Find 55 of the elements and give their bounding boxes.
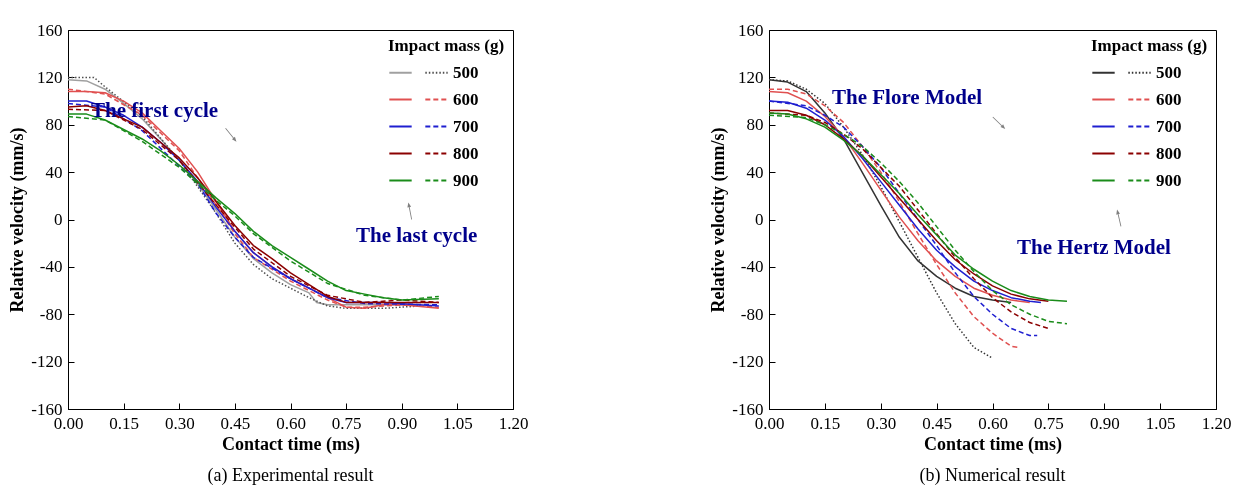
legend-label: 500 xyxy=(1156,62,1182,82)
y-tick-label: -40 xyxy=(740,257,764,277)
legend-label: 800 xyxy=(1156,143,1182,163)
y-axis-title: Relative velocity (mm/s) xyxy=(7,127,29,313)
x-tick-label: 0.45 xyxy=(922,413,952,433)
y-tick-label: 0 xyxy=(755,210,764,229)
x-axis-title: Contact time (ms) xyxy=(924,433,1062,455)
y-tick-label: 40 xyxy=(746,162,764,182)
x-axis-title: Contact time (ms) xyxy=(222,433,360,455)
y-tick-label: -120 xyxy=(31,352,63,372)
x-tick-label: 0.75 xyxy=(331,413,362,433)
y-tick-label: 120 xyxy=(738,67,764,87)
legend-label: 600 xyxy=(453,89,479,109)
y-tick-label: 160 xyxy=(738,20,764,40)
x-tick-label: 1.20 xyxy=(1201,413,1232,433)
x-tick-label: 0.75 xyxy=(1034,413,1064,433)
x-tick-label: 1.05 xyxy=(443,413,473,433)
y-tick-label: -160 xyxy=(732,399,764,419)
legend-title: Impact mass (g) xyxy=(1091,36,1208,55)
y-tick-label: -80 xyxy=(39,304,63,324)
y-tick-label: 80 xyxy=(746,115,764,135)
x-tick-label: 0.60 xyxy=(978,413,1008,433)
y-tick-label: -160 xyxy=(31,399,63,419)
text: (a) Experimental result xyxy=(207,465,374,486)
legend-label: 800 xyxy=(453,143,479,163)
x-tick-label: 0.15 xyxy=(109,413,139,433)
x-tick-label: 1.05 xyxy=(1145,413,1176,433)
x-tick-label: 1.20 xyxy=(498,413,529,433)
x-tick-label: 0.60 xyxy=(276,413,306,433)
x-tick-label: 0.90 xyxy=(387,413,418,433)
y-axis-title: Relative velocity (mm/s) xyxy=(708,127,730,313)
legend-label: 700 xyxy=(453,116,479,136)
y-tick-label: -40 xyxy=(39,257,63,277)
y-tick-label: 40 xyxy=(45,162,63,182)
legend-label: 600 xyxy=(1156,89,1182,109)
annotation: The Flore Model xyxy=(832,85,983,109)
y-tick-label: -120 xyxy=(732,352,764,372)
x-tick-label: 0.30 xyxy=(866,413,897,433)
y-tick-label: 160 xyxy=(37,20,63,40)
y-tick-label: -80 xyxy=(740,304,764,324)
annotation: The last cycle xyxy=(356,223,478,247)
x-tick-label: 0.90 xyxy=(1089,413,1120,433)
legend-label: 500 xyxy=(453,62,479,82)
y-tick-label: 120 xyxy=(37,67,63,87)
legend-label: 900 xyxy=(1156,170,1182,190)
text: (b) Numerical result xyxy=(919,465,1066,486)
x-tick-label: 0.45 xyxy=(220,413,251,433)
x-tick-label: 0.15 xyxy=(810,413,841,433)
y-tick-label: 80 xyxy=(45,115,63,135)
x-tick-label: 0.30 xyxy=(164,413,195,433)
legend-label: 700 xyxy=(1156,116,1182,136)
annotation: The Hertz Model xyxy=(1017,235,1172,259)
legend-title: Impact mass (g) xyxy=(388,36,505,55)
legend-label: 900 xyxy=(453,170,479,190)
y-tick-label: 0 xyxy=(54,210,63,229)
